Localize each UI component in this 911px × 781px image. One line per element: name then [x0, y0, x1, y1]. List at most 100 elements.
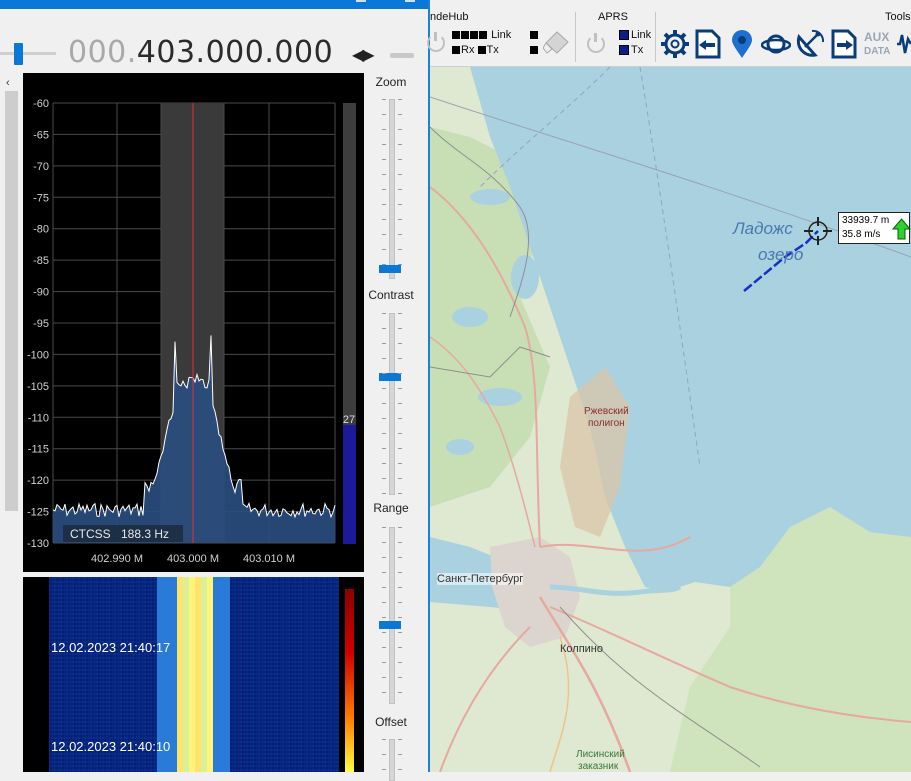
waterfall-signal: [177, 577, 213, 772]
map-view[interactable]: Ладожс озеро Ржевский полигон Санкт-Пете…: [430, 67, 911, 772]
city-label: Колпино: [560, 643, 603, 655]
slider-tick: [398, 527, 402, 528]
slider-tick: [382, 739, 386, 740]
tune-slider-thumb[interactable]: [14, 43, 23, 65]
slider-tick: [398, 114, 402, 115]
offset-slider[interactable]: [389, 739, 395, 781]
rzhevsky-range-area: [560, 367, 630, 537]
collapse-chevron-icon[interactable]: ‹: [6, 77, 10, 89]
side-scrollbar[interactable]: [5, 91, 18, 511]
sondehub-link-indicator: Link: [452, 29, 511, 41]
zoom-slider[interactable]: [389, 99, 395, 279]
aprs-group-title: APRS: [598, 11, 628, 23]
eraser-icon[interactable]: [543, 29, 571, 57]
slider-tick: [382, 418, 386, 419]
slider-tick: [382, 264, 386, 265]
waterfall-display[interactable]: 12.02.2023 21:40:17 12.02.2023 21:40:10: [23, 577, 364, 772]
range-label: Range: [373, 501, 409, 515]
db-tick-label: -60: [33, 98, 49, 110]
slider-tick: [398, 219, 402, 220]
ctcss-value: 188.3 Hz: [121, 527, 169, 541]
db-tick-label: -65: [33, 129, 49, 141]
slider-tick: [398, 264, 402, 265]
db-tick-label: -125: [27, 507, 49, 519]
slider-tick: [398, 463, 402, 464]
slider-tick: [382, 189, 386, 190]
slider-tick: [398, 313, 402, 314]
slider-tick: [398, 493, 402, 494]
slider-tick: [382, 542, 386, 543]
slider-tick: [382, 433, 386, 434]
freq-tick-label: 403.010 M: [243, 553, 295, 565]
slider-tick: [398, 403, 402, 404]
slider-tick: [398, 204, 402, 205]
waterfall-stripe: [183, 577, 189, 772]
frequency-display[interactable]: 000.403.000.000: [68, 35, 333, 70]
sondehub-extra-indicator: [530, 44, 539, 56]
slider-tick: [382, 478, 386, 479]
aux-data-icon[interactable]: AUX DATA: [864, 31, 890, 58]
tune-slider-track[interactable]: [0, 52, 56, 55]
frequency-extra-control[interactable]: [390, 53, 414, 58]
map-pin-icon[interactable]: [727, 29, 757, 59]
slider-tick: [382, 557, 386, 558]
planet-icon[interactable]: [761, 29, 791, 59]
export-icon[interactable]: [829, 29, 859, 59]
target-crosshair-icon[interactable]: [804, 217, 832, 245]
satellite-dish-icon[interactable]: [795, 29, 825, 59]
tx-label: Tx: [486, 44, 499, 56]
import-icon[interactable]: [693, 29, 723, 59]
db-tick-label: -70: [33, 161, 49, 173]
slider-tick: [398, 617, 402, 618]
slider-tick: [382, 388, 386, 389]
waterfall-stripe: [189, 577, 195, 772]
aprs-link-indicator: Link: [619, 29, 651, 41]
aprs-power-icon[interactable]: [587, 33, 605, 53]
waterfall-timestamp: 12.02.2023 21:40:17: [51, 640, 170, 655]
range-label: полигон: [588, 418, 625, 429]
main-toolbar: ndeHub Link Rx Tx APRS Link Tx Tools: [427, 0, 911, 67]
gear-icon[interactable]: [660, 29, 690, 59]
db-tick-label: -80: [33, 224, 49, 236]
zoom-slider-thumb[interactable]: [379, 265, 401, 273]
contrast-slider-thumb[interactable]: [379, 373, 401, 381]
slider-tick: [398, 587, 402, 588]
slider-tick: [398, 358, 402, 359]
slider-tick: [382, 99, 386, 100]
slider-tick: [398, 769, 402, 770]
slider-tick: [398, 418, 402, 419]
frequency-step-arrows[interactable]: ◀▶: [352, 47, 375, 64]
slider-tick: [398, 754, 402, 755]
waveform-icon[interactable]: [897, 29, 911, 59]
lake-label: озеро: [758, 245, 804, 264]
toolbar-separator: [655, 12, 656, 62]
slider-tick: [382, 448, 386, 449]
ctcss-label: CTCSS: [70, 527, 111, 541]
spectrum-analyzer[interactable]: -60 -65 -70 -75 -80 -85 -90 -95 -100 -105 -110 -115…: [23, 73, 364, 572]
range-slider[interactable]: [389, 527, 395, 704]
slider-tick: [398, 602, 402, 603]
db-tick-label: -105: [27, 381, 49, 393]
lake: [511, 255, 539, 299]
sondehub-power-icon[interactable]: [427, 32, 445, 52]
db-tick-label: -110: [28, 412, 49, 424]
slider-tick: [382, 174, 386, 175]
forest-area: [430, 127, 550, 507]
slider-tick: [398, 388, 402, 389]
side-panel: ‹: [0, 71, 22, 772]
slider-tick: [382, 144, 386, 145]
slider-tick: [398, 159, 402, 160]
contrast-slider[interactable]: [389, 313, 395, 495]
slider-tick: [398, 632, 402, 633]
slider-tick: [382, 632, 386, 633]
reserve-label: Лисинский: [576, 749, 625, 760]
window-border: [428, 0, 430, 772]
lake-label: Ладожс: [733, 219, 793, 238]
road-network: [430, 126, 911, 772]
sdr-window: 000.403.000.000 ◀▶ ‹ -60 -65 -70 -75 -80 -85-…: [0, 0, 428, 781]
spectrum-trace: [52, 335, 336, 519]
waterfall-timestamp: 12.02.2023 21:40:10: [51, 739, 170, 754]
slider-tick: [398, 373, 402, 374]
slider-tick: [398, 433, 402, 434]
range-slider-thumb[interactable]: [379, 621, 401, 629]
